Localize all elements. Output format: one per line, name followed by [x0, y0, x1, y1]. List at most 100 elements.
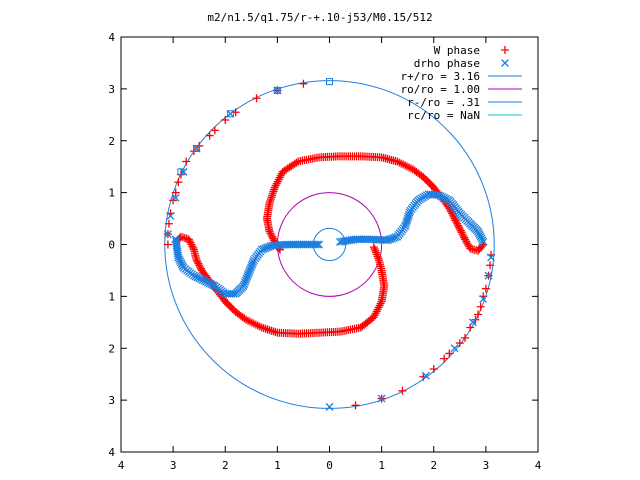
w-phase-point	[268, 189, 277, 198]
w-phase-point	[450, 214, 459, 223]
w-phase-point	[196, 262, 205, 271]
w-phase-point	[457, 228, 466, 237]
w-phase-point	[445, 349, 454, 358]
chart-title: m2/n1.5/q1.75/r-+.10-j53/M0.15/512	[207, 11, 432, 24]
x-tick-label: 1	[274, 459, 281, 472]
drho-phase-point	[484, 271, 493, 280]
w-phase-point	[269, 187, 278, 196]
y-tick-label: 3	[108, 83, 115, 96]
y-tick-label: 2	[108, 135, 115, 148]
data-marks	[163, 78, 496, 411]
w-phase-point	[373, 305, 382, 314]
square-marker	[226, 110, 234, 118]
w-phase-point	[195, 261, 204, 270]
w-phase-point	[299, 79, 308, 88]
w-phase-point	[251, 320, 260, 329]
w-phase-point	[370, 244, 379, 253]
w-phase-point	[451, 216, 460, 225]
w-phase-point	[429, 365, 438, 373]
w-phase-point	[375, 256, 384, 265]
w-phase-point	[252, 94, 261, 103]
w-phase-point	[184, 235, 193, 244]
w-phase-point	[406, 164, 415, 173]
w-phase-point	[265, 227, 274, 236]
drho-phase-point	[226, 109, 235, 118]
x-tick-label: 3	[170, 459, 177, 472]
drho-phase-point	[479, 237, 488, 246]
w-phase-point	[399, 160, 408, 169]
x-tick-label: 4	[118, 459, 125, 472]
w-phase-point	[269, 234, 278, 243]
y-tick-label: 2	[108, 342, 115, 355]
w-phase-point	[272, 179, 281, 188]
w-phase-point	[188, 242, 197, 251]
w-phase-point	[275, 173, 284, 182]
w-phase-point	[372, 248, 381, 257]
y-tick-label: 1	[108, 290, 115, 303]
drho-phase-point	[501, 59, 509, 67]
drho-phase-point	[479, 295, 488, 303]
drho-phase-point	[192, 144, 201, 153]
w-phase-point	[249, 319, 258, 328]
w-phase-point	[476, 302, 485, 311]
w-phase-point	[461, 235, 470, 244]
w-phase-point	[398, 386, 407, 395]
w-phase-point	[440, 354, 449, 363]
w-phase-point	[371, 246, 380, 255]
drho-phase-point	[249, 257, 258, 266]
x-tick-label: 4	[535, 459, 542, 472]
w-phase-point	[408, 165, 417, 174]
w-phase-point	[271, 181, 280, 190]
legend-label: ro/ro = 1.00	[401, 83, 480, 96]
w-phase-point	[460, 233, 469, 242]
w-phase-point	[453, 219, 462, 228]
w-phase-point	[459, 231, 468, 240]
w-phase-point	[501, 46, 509, 54]
w-phase-point	[247, 318, 256, 327]
drho-phase-point	[421, 371, 430, 380]
y-tick-label: 4	[108, 31, 115, 44]
w-phase-point	[253, 321, 262, 330]
w-phase-point	[372, 307, 381, 316]
drho-phase-point	[273, 86, 282, 95]
drho-phase-point	[450, 344, 459, 353]
w-phase-point	[404, 163, 413, 172]
square-marker	[273, 86, 281, 94]
square-marker	[193, 145, 201, 153]
w-phase-point	[192, 256, 201, 265]
w-phase-point	[273, 177, 282, 186]
w-phase-point	[351, 401, 360, 410]
w-phase-point	[194, 259, 203, 268]
w-phase-point	[270, 185, 279, 194]
drho-phase-point	[325, 402, 334, 411]
drho-phase-point	[315, 240, 324, 249]
w-phase-point	[454, 221, 463, 230]
drho-phase-point	[405, 208, 414, 217]
y-tick-label: 3	[108, 394, 115, 407]
w-phase-point	[163, 240, 172, 249]
w-phase-point	[397, 159, 406, 168]
w-phase-point	[246, 317, 255, 326]
x-tick-label: 2	[430, 459, 437, 472]
legend-label: r-/ro = .31	[407, 96, 480, 109]
w-phase-point	[486, 261, 495, 270]
w-phase-point	[267, 193, 276, 202]
w-phase-point	[268, 191, 277, 200]
w-phase-point	[461, 333, 470, 342]
w-phase-point	[455, 339, 464, 348]
w-phase-point	[462, 237, 471, 246]
w-phase-point	[454, 223, 463, 232]
x-tick-label: 2	[222, 459, 229, 472]
w-phase-point	[174, 178, 183, 187]
w-phase-point	[266, 229, 275, 238]
w-phase-point	[186, 238, 195, 247]
w-phase-point	[369, 313, 378, 322]
w-phase-point	[242, 315, 251, 324]
w-phase-point	[370, 311, 379, 320]
w-phase-point	[375, 301, 384, 310]
w-phase-point	[452, 218, 461, 227]
w-phase-point	[419, 372, 428, 381]
w-phase-point	[371, 309, 380, 318]
w-phase-point	[372, 250, 381, 259]
